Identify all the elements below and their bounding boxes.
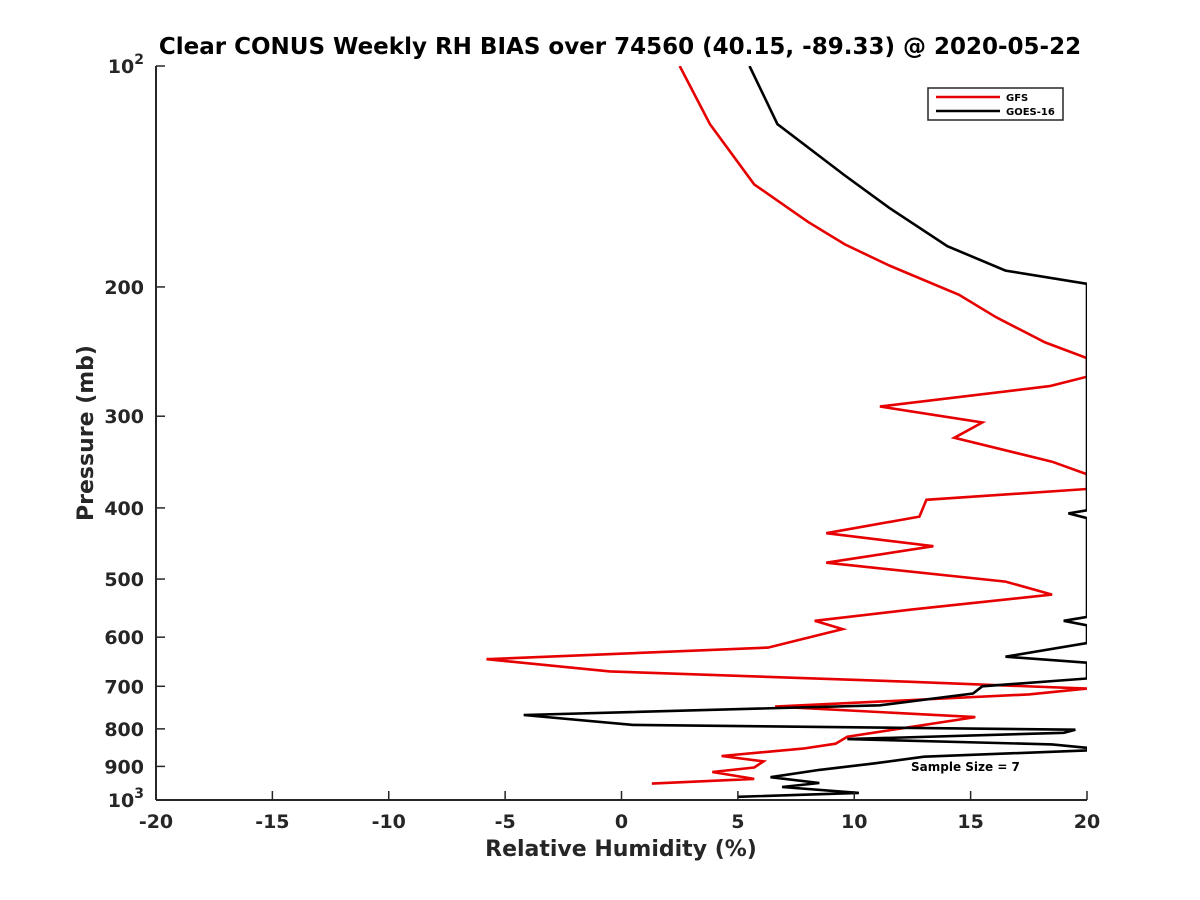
y-ticks: 102 200 300 400 500 600 700 800 900 103: [104, 52, 165, 812]
x-tick-label: 10: [841, 811, 867, 833]
x-tick-label: -5: [495, 811, 516, 833]
x-tick-label: -15: [255, 811, 289, 833]
axes: [155, 66, 1087, 801]
legend: GFS GOES-16: [927, 87, 1064, 121]
x-tick-label: -10: [372, 811, 406, 833]
y-tick-label: 900: [104, 756, 144, 778]
chart-title: Clear CONUS Weekly RH BIAS over 74560 (4…: [159, 34, 1081, 60]
y-tick-label: 600: [104, 627, 144, 649]
sample-size-annotation: Sample Size = 7: [911, 760, 1020, 774]
y-tick-label: 102: [108, 52, 144, 78]
y-tick-label: 400: [104, 498, 144, 520]
x-tick-label: 0: [615, 811, 628, 833]
series-line-goes16: [523, 66, 1087, 799]
series-layer: [486, 66, 1087, 799]
y-tick-label: 800: [104, 719, 144, 741]
y-tick-label: 200: [104, 277, 144, 299]
legend-label-goes16: GOES-16: [1006, 107, 1055, 118]
x-axis-label: Relative Humidity (%): [485, 837, 757, 862]
x-tick-label: 15: [957, 811, 983, 833]
y-tick-label: 500: [104, 569, 144, 591]
x-tick-label: 5: [731, 811, 744, 833]
y-tick-label: 103: [108, 786, 144, 812]
x-tick-label: 20: [1074, 811, 1100, 833]
legend-label-gfs: GFS: [1006, 93, 1028, 104]
series-line-gfs: [486, 66, 1087, 785]
y-tick-label: 700: [104, 676, 144, 698]
legend-box: [927, 87, 1064, 121]
y-axis-label: Pressure (mb): [74, 345, 99, 521]
x-ticks: -20 -15 -10 -5 0 5 10 15 20: [139, 791, 1100, 833]
x-tick-label: -20: [139, 811, 173, 833]
y-tick-label: 300: [104, 406, 144, 428]
